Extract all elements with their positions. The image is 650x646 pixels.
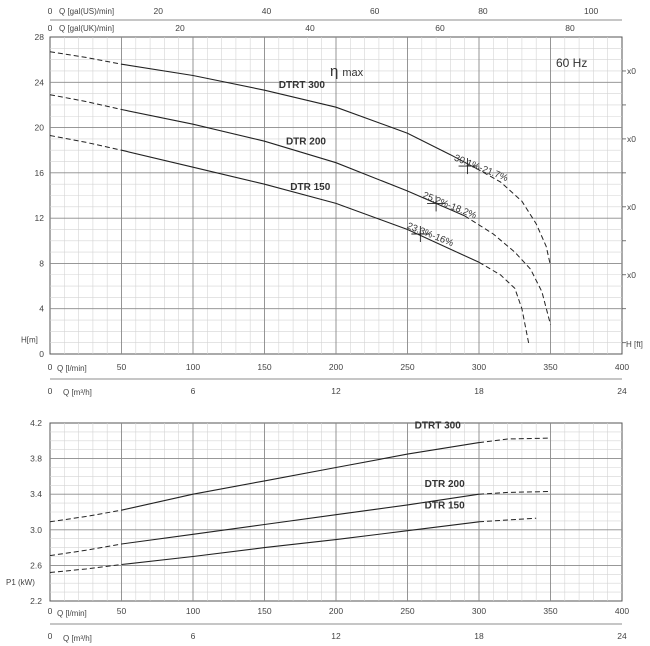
head-curve <box>121 108 465 217</box>
curve-label: DTRT 300 <box>415 420 462 431</box>
power-curve-dashed <box>49 509 122 523</box>
x-tick-label: 50 <box>117 606 127 616</box>
x-axis-label-lmin: Q [l/min] <box>57 364 87 373</box>
x-tick-label: 200 <box>329 362 343 372</box>
x-tick-label: 0 <box>48 362 53 372</box>
x-tick-label-m3h: 12 <box>331 386 341 396</box>
curve-label: DTR 200 <box>425 479 465 490</box>
y-axis-label: H[m] <box>21 335 38 344</box>
x-tick-label-m3h: 0 <box>48 386 53 396</box>
top-tick-label-us: 100 <box>584 6 598 16</box>
x-tick-label: 250 <box>400 606 414 616</box>
head-curve-dashed <box>464 215 551 325</box>
head-curve <box>121 149 480 263</box>
y-tick-label: 20 <box>35 123 45 133</box>
curve-label: DTR 200 <box>286 137 326 148</box>
power-curve <box>121 442 480 511</box>
x-tick-label-m3h: 6 <box>191 631 196 641</box>
x-tick-label: 400 <box>615 362 629 372</box>
x-tick-label-m3h: 24 <box>617 386 627 396</box>
x-tick-label-m3h: 12 <box>331 631 341 641</box>
top-tick-label-uk: 60 <box>435 23 445 33</box>
x-tick-label: 100 <box>186 362 200 372</box>
x-tick-label-m3h: 18 <box>474 631 484 641</box>
power-curve-dashed <box>49 564 122 573</box>
x-tick-label: 100 <box>186 606 200 616</box>
x-tick-label: 50 <box>117 362 127 372</box>
right-axis-label: H [ft] <box>626 340 643 349</box>
top-tick-label-us: 60 <box>370 6 380 16</box>
x-tick-label-m3h: 24 <box>617 631 627 641</box>
curve-label: DTR 150 <box>425 500 465 511</box>
right-tick-label: x0 <box>627 134 636 144</box>
x-tick-label: 0 <box>48 606 53 616</box>
y-tick-label: 16 <box>35 168 45 178</box>
x-tick-label-m3h: 6 <box>191 386 196 396</box>
power-curve-dashed <box>478 437 551 444</box>
y-tick-label: 2.2 <box>30 596 42 606</box>
x-tick-label-m3h: 0 <box>48 631 53 641</box>
power-curve <box>121 521 480 566</box>
x-axis-label-m3h: Q [m³/h] <box>63 388 92 397</box>
head-curve-dashed <box>49 51 122 65</box>
y-tick-label: 3.4 <box>30 489 42 499</box>
x-axis-label-lmin: Q [l/min] <box>57 609 87 618</box>
top-axis-label-us: Q [gal(US)/min] <box>59 7 114 16</box>
head-curve-dashed <box>49 135 122 151</box>
power-chart: 2.2 2.6 3.0 3.4 3.8 4.2 P1 (kW) 0 50 100 150 200 250… <box>6 418 629 643</box>
x-tick-label: 300 <box>472 606 486 616</box>
efficiency-label: η max <box>330 63 364 80</box>
right-tick-label: x0 <box>627 202 636 212</box>
curve-label: DTRT 300 <box>279 80 326 91</box>
top-tick-label-us: 40 <box>262 6 272 16</box>
top-tick-label-us: 80 <box>478 6 488 16</box>
frequency-label: 60 Hz <box>556 56 587 70</box>
power-curve-dashed <box>49 543 122 557</box>
y-tick-label: 12 <box>35 213 45 223</box>
y-tick-label: 3.0 <box>30 525 42 535</box>
eta-symbol: η <box>330 63 338 80</box>
top-tick-label-us: 20 <box>153 6 163 16</box>
right-tick-label: x0 <box>627 270 636 280</box>
x-tick-label: 150 <box>257 606 271 616</box>
y-tick-label: 4 <box>39 304 44 314</box>
top-tick-label-uk: 40 <box>305 23 315 33</box>
curve-label: DTR 150 <box>290 182 330 193</box>
x-tick-label: 150 <box>257 362 271 372</box>
y-tick-label: 8 <box>39 258 44 268</box>
x-axis-label-m3h: Q [m³/h] <box>63 634 92 643</box>
power-curve-dashed <box>478 491 551 495</box>
max-text: max <box>342 67 363 79</box>
y-tick-label: 28 <box>35 32 45 42</box>
power-curve <box>121 493 480 545</box>
power-curve-dashed <box>478 517 537 523</box>
y-tick-label: 24 <box>35 77 45 87</box>
head-chart: 0 4 8 12 16 20 24 28 H[m] x0 x0 x0 x0 H [ft] 0 50 100 150… <box>21 6 643 397</box>
x-tick-label: 400 <box>615 606 629 616</box>
x-tick-label: 200 <box>329 606 343 616</box>
y-tick-label: 0 <box>39 349 44 359</box>
y-tick-label: 4.2 <box>30 418 42 428</box>
top-tick-label-us: 0 <box>48 6 53 16</box>
head-curve-dashed <box>49 94 122 110</box>
top-tick-label-uk: 80 <box>565 23 575 33</box>
x-tick-label: 350 <box>543 606 557 616</box>
top-tick-label-uk: 0 <box>48 23 53 33</box>
head-curve <box>121 63 477 169</box>
x-tick-label: 350 <box>543 362 557 372</box>
x-tick-label-m3h: 18 <box>474 386 484 396</box>
right-tick-label: x0 <box>627 66 636 76</box>
y-tick-label: 2.6 <box>30 560 42 570</box>
x-tick-label: 250 <box>400 362 414 372</box>
head-curve-dashed <box>478 261 530 345</box>
y-tick-label: 3.8 <box>30 454 42 464</box>
x-tick-label: 300 <box>472 362 486 372</box>
top-axis-label-uk: Q [gal(UK)/min] <box>59 24 114 33</box>
y-axis-label: P1 (kW) <box>6 578 35 587</box>
top-tick-label-uk: 20 <box>175 23 185 33</box>
